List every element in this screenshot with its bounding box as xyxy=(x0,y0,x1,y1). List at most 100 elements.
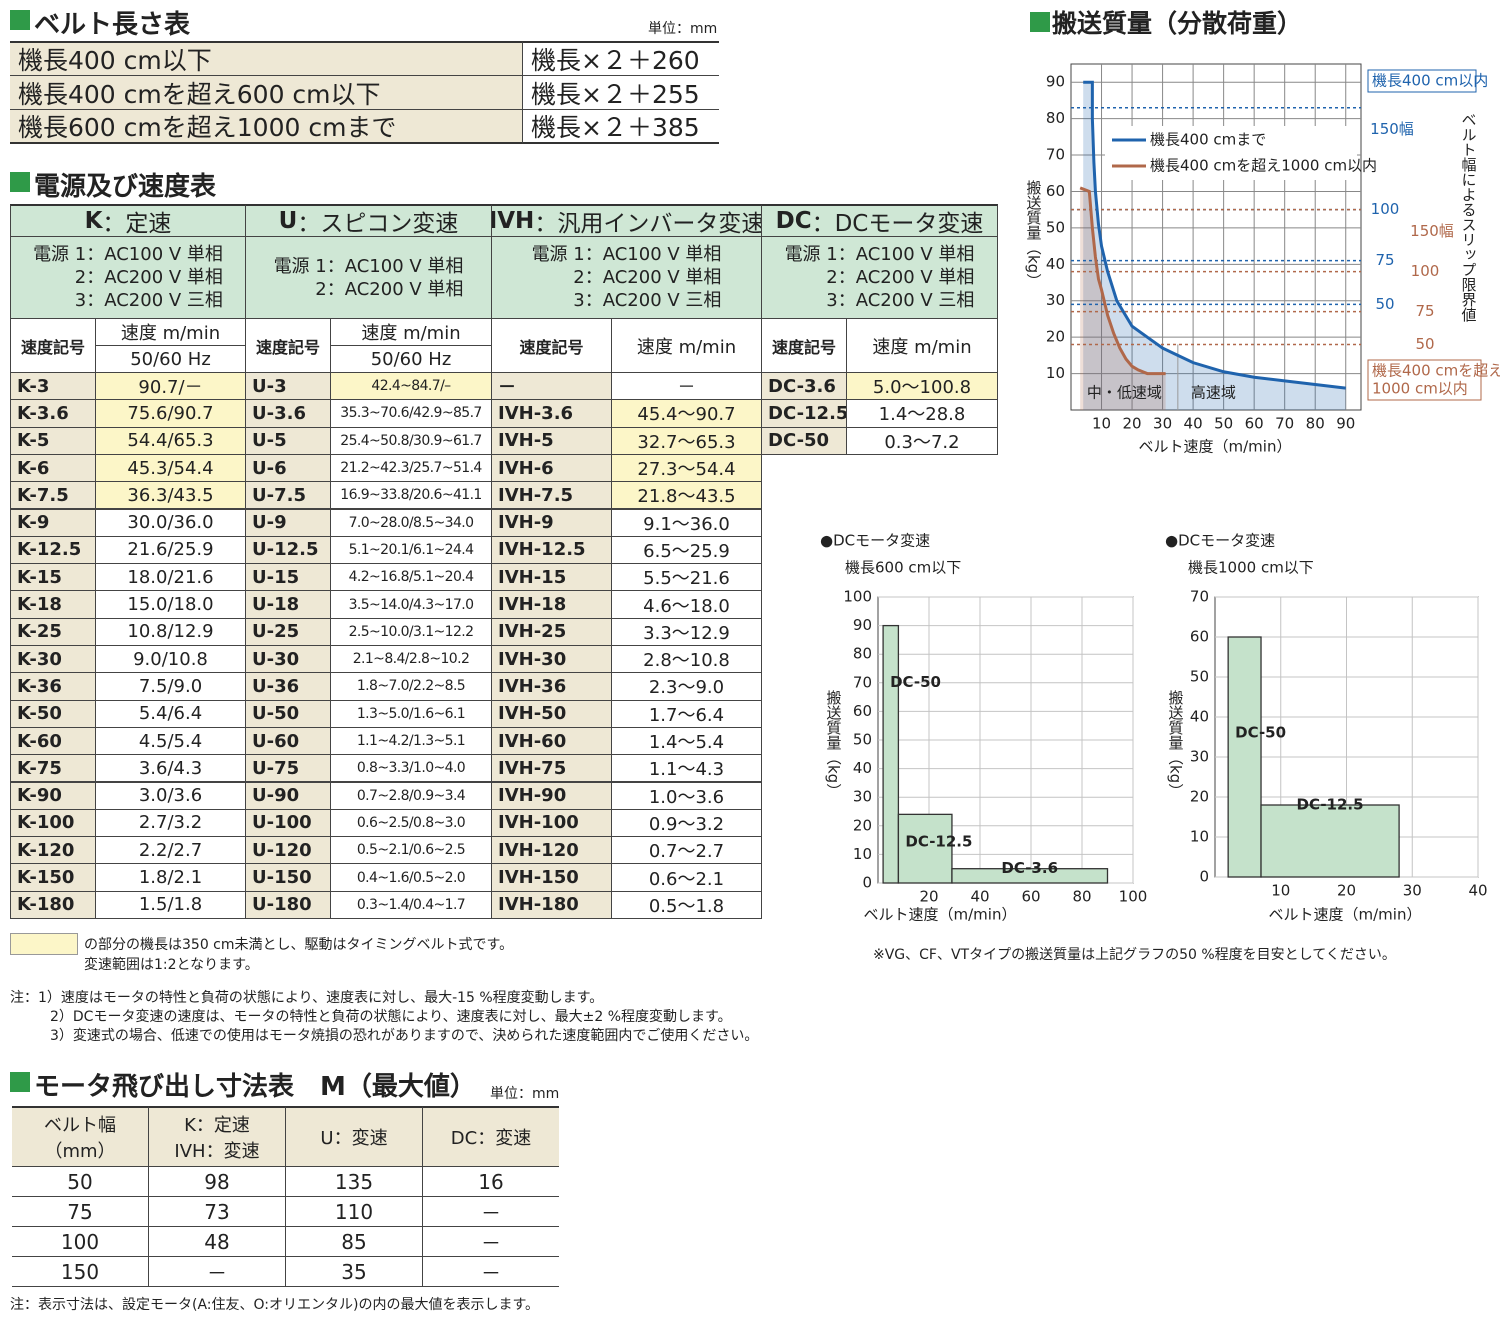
legend-note: の部分の機長は350 cm未満とし、駆動はタイミングベルト式です。 xyxy=(84,937,514,953)
y-tick-label: 60 xyxy=(853,702,872,720)
speed-code: U-90 xyxy=(245,781,331,810)
speed-code: K-75 xyxy=(10,754,96,783)
group-code: K xyxy=(84,208,103,234)
chart-title: ●DCモータ変速 xyxy=(1165,532,1275,550)
bar-label: DC-50 xyxy=(1235,724,1286,742)
motor-value: 16 xyxy=(422,1166,559,1197)
speed-code: IVH-6 xyxy=(491,453,612,483)
x-tick-label: 80 xyxy=(1306,415,1325,433)
speed-value: 1.8/2.1 xyxy=(95,863,246,892)
speed-value: 18.0/21.6 xyxy=(95,563,246,592)
speed-code: K-100 xyxy=(10,808,96,838)
speed-code: U-9 xyxy=(245,508,331,537)
speed-value: 45.4～90.7 xyxy=(611,399,762,428)
motor-value: 85 xyxy=(285,1226,423,1257)
y-tick-label: 70 xyxy=(1190,588,1209,606)
speed-code: K-18 xyxy=(10,590,96,619)
speed-code: IVH-30 xyxy=(491,645,612,674)
speed-value: 3.0/3.6 xyxy=(95,781,246,810)
speed-code: U-75 xyxy=(245,754,331,783)
cell: 機長×２＋385 xyxy=(522,109,719,144)
speed-code: K-6 xyxy=(10,453,96,483)
y-tick-label: 40 xyxy=(1046,255,1065,273)
speed-code: IVH-50 xyxy=(491,699,612,728)
speed-code: U-180 xyxy=(245,890,331,919)
speed-code: U-120 xyxy=(245,836,331,865)
speed-value: 2.2/2.7 xyxy=(95,836,246,865)
header-cell: U：変速 xyxy=(285,1106,423,1167)
power-line: 3：AC200 V 三相 xyxy=(826,290,975,311)
bar xyxy=(951,868,1109,884)
speed-value: 7.5/9.0 xyxy=(95,672,246,701)
group-label: ：DCモータ変速 xyxy=(811,211,984,237)
y-tick-label: 10 xyxy=(853,845,872,863)
section-title: 電源及び速度表 xyxy=(34,172,217,202)
power-lines: 電源 1：AC100 V 単相 2：AC200 V 単相 3：AC200 V 三相 xyxy=(532,243,722,312)
subheader: 速度記号 xyxy=(761,318,847,373)
y-tick-label: 10 xyxy=(1046,364,1065,382)
motor-value: 100 xyxy=(12,1226,149,1257)
group-code: DC xyxy=(775,208,812,234)
y-tick-label: 20 xyxy=(853,816,872,834)
x-tick-label: 40 xyxy=(1468,882,1487,900)
limit-title: ベルト幅によるスリップ限界値 xyxy=(1460,112,1478,322)
speed-value: 2.5~10.0/3.1~12.2 xyxy=(330,617,492,646)
y-tick-label: 40 xyxy=(853,759,872,777)
speed-value: 2.8～10.8 xyxy=(611,645,762,674)
speed-value: 54.4/65.3 xyxy=(95,426,246,455)
group-header: U ：スピコン変速 xyxy=(245,204,492,237)
power-lines: 電源 1：AC100 V 単相 2：AC200 V 単相 xyxy=(274,255,464,301)
limit-width: 50 xyxy=(1375,295,1394,313)
y-axis-label: 搬送質量（kg） xyxy=(1167,690,1185,798)
x-tick-label: 40 xyxy=(970,888,989,906)
speed-code: IVH-3.6 xyxy=(491,399,612,428)
speed-code: IVH-5 xyxy=(491,426,612,455)
y-tick-label: 0 xyxy=(862,874,872,892)
speed-value: 3.3～12.9 xyxy=(611,617,762,646)
y-tick-label: 80 xyxy=(1046,109,1065,127)
speed-code: K-30 xyxy=(10,645,96,674)
motor-value: 135 xyxy=(285,1166,423,1197)
title-square xyxy=(10,1072,30,1092)
bar xyxy=(897,813,953,884)
speed-value: 5.0～100.8 xyxy=(846,372,998,401)
header-cell: ベルト幅 （mm） xyxy=(12,1106,149,1167)
legend-note: 変速範囲は1:2となります。 xyxy=(84,957,259,973)
y-tick-label: 90 xyxy=(1046,73,1065,91)
power-line: 2：AC200 V 単相 xyxy=(74,267,223,288)
speed-value: 16.9~33.8/20.6~41.1 xyxy=(330,481,492,510)
cell: 機長×２＋255 xyxy=(522,75,719,110)
speed-value: 7.0~28.0/8.5~34.0 xyxy=(330,508,492,537)
speed-value: 3.5~14.0/4.3~17.0 xyxy=(330,590,492,619)
cell: 機長400 cmを超え600 cm以下 xyxy=(10,75,523,110)
x-tick-label: 50 xyxy=(1214,415,1233,433)
bar-label: DC-12.5 xyxy=(905,832,972,850)
speed-code: K-15 xyxy=(10,563,96,592)
x-tick-label: 10 xyxy=(1092,415,1111,433)
y-tick-label: 90 xyxy=(853,616,872,634)
speed-code: U-150 xyxy=(245,863,331,892)
speed-code: K-60 xyxy=(10,726,96,756)
y-tick-label: 60 xyxy=(1190,628,1209,646)
subheader: 速度 m/min xyxy=(330,318,492,346)
limit-box xyxy=(1367,69,1477,93)
subheader: 速度記号 xyxy=(245,318,331,373)
bar-label: DC-12.5 xyxy=(1297,796,1364,814)
x-tick-label: 30 xyxy=(1153,415,1172,433)
unit: 単位：mm xyxy=(648,21,718,37)
motor-value: 75 xyxy=(12,1196,149,1227)
section-title: モータ飛び出し寸法表 M（最大値） xyxy=(34,1072,476,1102)
speed-code: U-60 xyxy=(245,726,331,756)
speed-code: U-15 xyxy=(245,563,331,592)
line xyxy=(1083,80,1346,390)
speed-value: 45.3/54.4 xyxy=(95,453,246,483)
speed-value: 0.7～2.7 xyxy=(611,836,762,865)
speed-code: IVH-180 xyxy=(491,890,612,919)
speed-value: 0.6～2.1 xyxy=(611,863,762,892)
x-tick-label: 60 xyxy=(1021,888,1040,906)
speed-value: 1.7～6.4 xyxy=(611,699,762,728)
header-line: IVH：変速 xyxy=(174,1141,260,1162)
speed-value: 1.4～28.8 xyxy=(846,399,998,428)
speed-value: 6.5～25.9 xyxy=(611,535,762,565)
